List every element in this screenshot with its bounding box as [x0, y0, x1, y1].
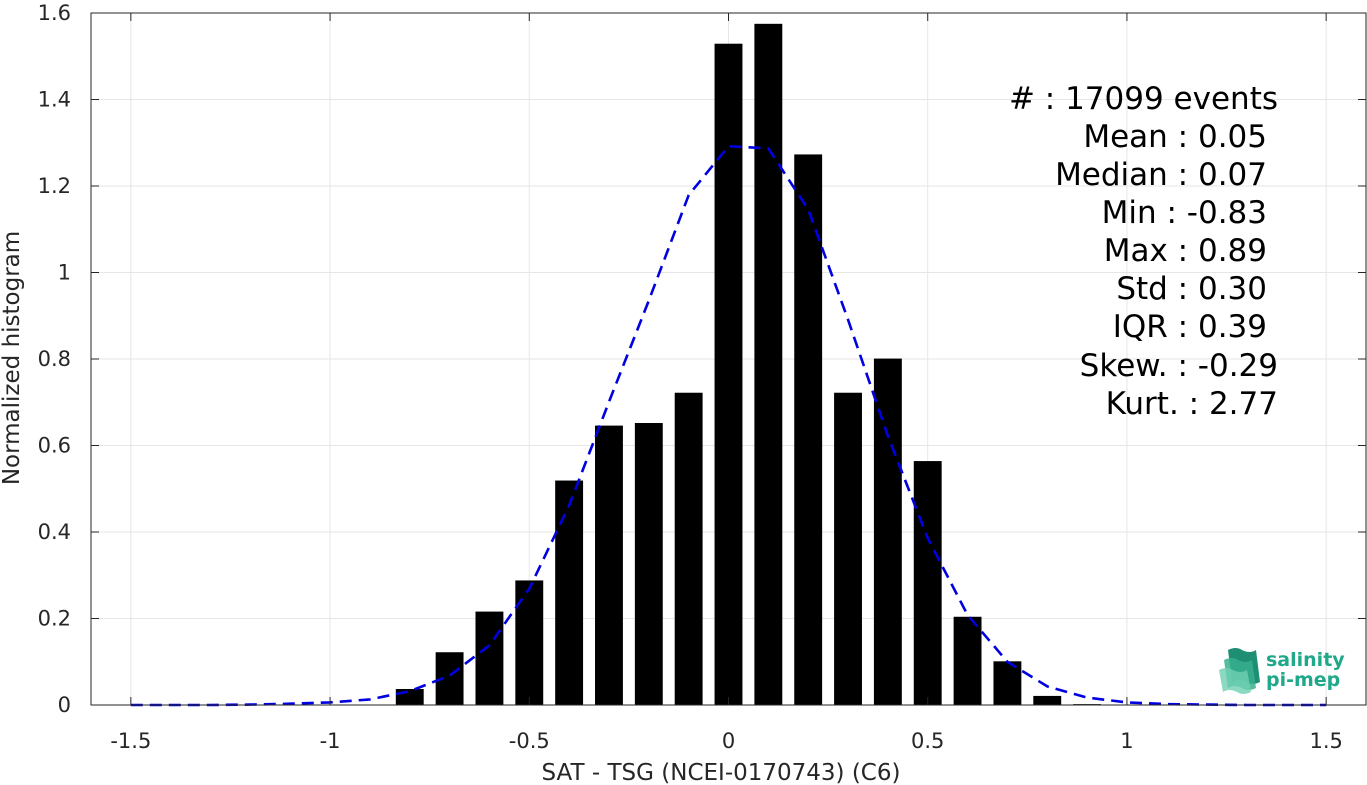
y-tick-label: 0: [58, 693, 71, 717]
bar-5: [595, 425, 623, 705]
x-tick-label: -0.5: [509, 729, 550, 753]
logo-text-line1: salinity: [1266, 649, 1345, 671]
bar-13: [913, 461, 942, 705]
axis-ticks: [91, 12, 1366, 706]
stat-count: # : 17099 events: [1009, 81, 1278, 117]
y-tick-label: 0.8: [38, 347, 71, 371]
stat-kurt: Kurt. : 2.77: [1106, 386, 1278, 422]
stat-median: Median : 0.07: [1055, 157, 1267, 193]
logo-text-line2: pi-mep: [1266, 669, 1340, 691]
bar-3: [515, 580, 544, 705]
bar-2: [475, 611, 504, 705]
bar-16: [1033, 695, 1062, 705]
bar-6: [634, 423, 663, 705]
x-tick-label: -1: [320, 729, 341, 753]
y-tick-label: 1.2: [38, 174, 71, 198]
wave-icon: [1219, 648, 1260, 694]
stat-std: Std : 0.30: [1116, 271, 1267, 307]
x-tick-label: -1.5: [110, 729, 151, 753]
bar-9: [754, 23, 783, 705]
y-tick-label: 0.6: [38, 434, 71, 458]
x-tick-label: 0.5: [911, 729, 944, 753]
y-axis-label: Normalized histogram: [0, 231, 25, 485]
stat-iqr: IQR : 0.39: [1113, 309, 1267, 345]
bar-7: [674, 392, 703, 705]
stat-max: Max : 0.89: [1104, 233, 1267, 269]
bar-8: [714, 43, 743, 705]
y-tick-label: 1.4: [38, 88, 71, 112]
x-axis-label: SAT - TSG (NCEI-0170743) (C6): [542, 760, 901, 785]
stat-min: Min : -0.83: [1102, 195, 1267, 231]
bars: [395, 23, 1102, 706]
stat-mean: Mean : 0.05: [1083, 119, 1267, 155]
x-tick-labels: -1.5 -1 -0.5 0 0.5 1 1.5: [110, 729, 1343, 753]
y-tick-label: 1: [58, 261, 71, 285]
bar-15: [993, 661, 1022, 705]
salinity-pi-mep-logo: salinity pi-mep: [1219, 648, 1345, 694]
y-tick-label: 0.2: [38, 607, 71, 631]
bar-11: [834, 392, 862, 705]
bar-4: [555, 480, 584, 705]
y-tick-label: 1.6: [38, 1, 71, 25]
bar-10: [794, 154, 823, 706]
y-tick-label: 0.4: [38, 520, 71, 544]
x-tick-label: 0: [722, 729, 735, 753]
x-tick-label: 1: [1120, 729, 1133, 753]
stat-skew: Skew. : -0.29: [1080, 348, 1278, 384]
y-tick-labels: 0 0.2 0.4 0.6 0.8 1 1.2 1.4 1.6: [38, 1, 71, 717]
stats-box: # : 17099 events Mean : 0.05 Median : 0.…: [1009, 81, 1278, 422]
bar-0: [395, 688, 424, 705]
bar-14: [953, 616, 982, 705]
bar-12: [873, 358, 902, 705]
x-tick-label: 1.5: [1309, 729, 1342, 753]
